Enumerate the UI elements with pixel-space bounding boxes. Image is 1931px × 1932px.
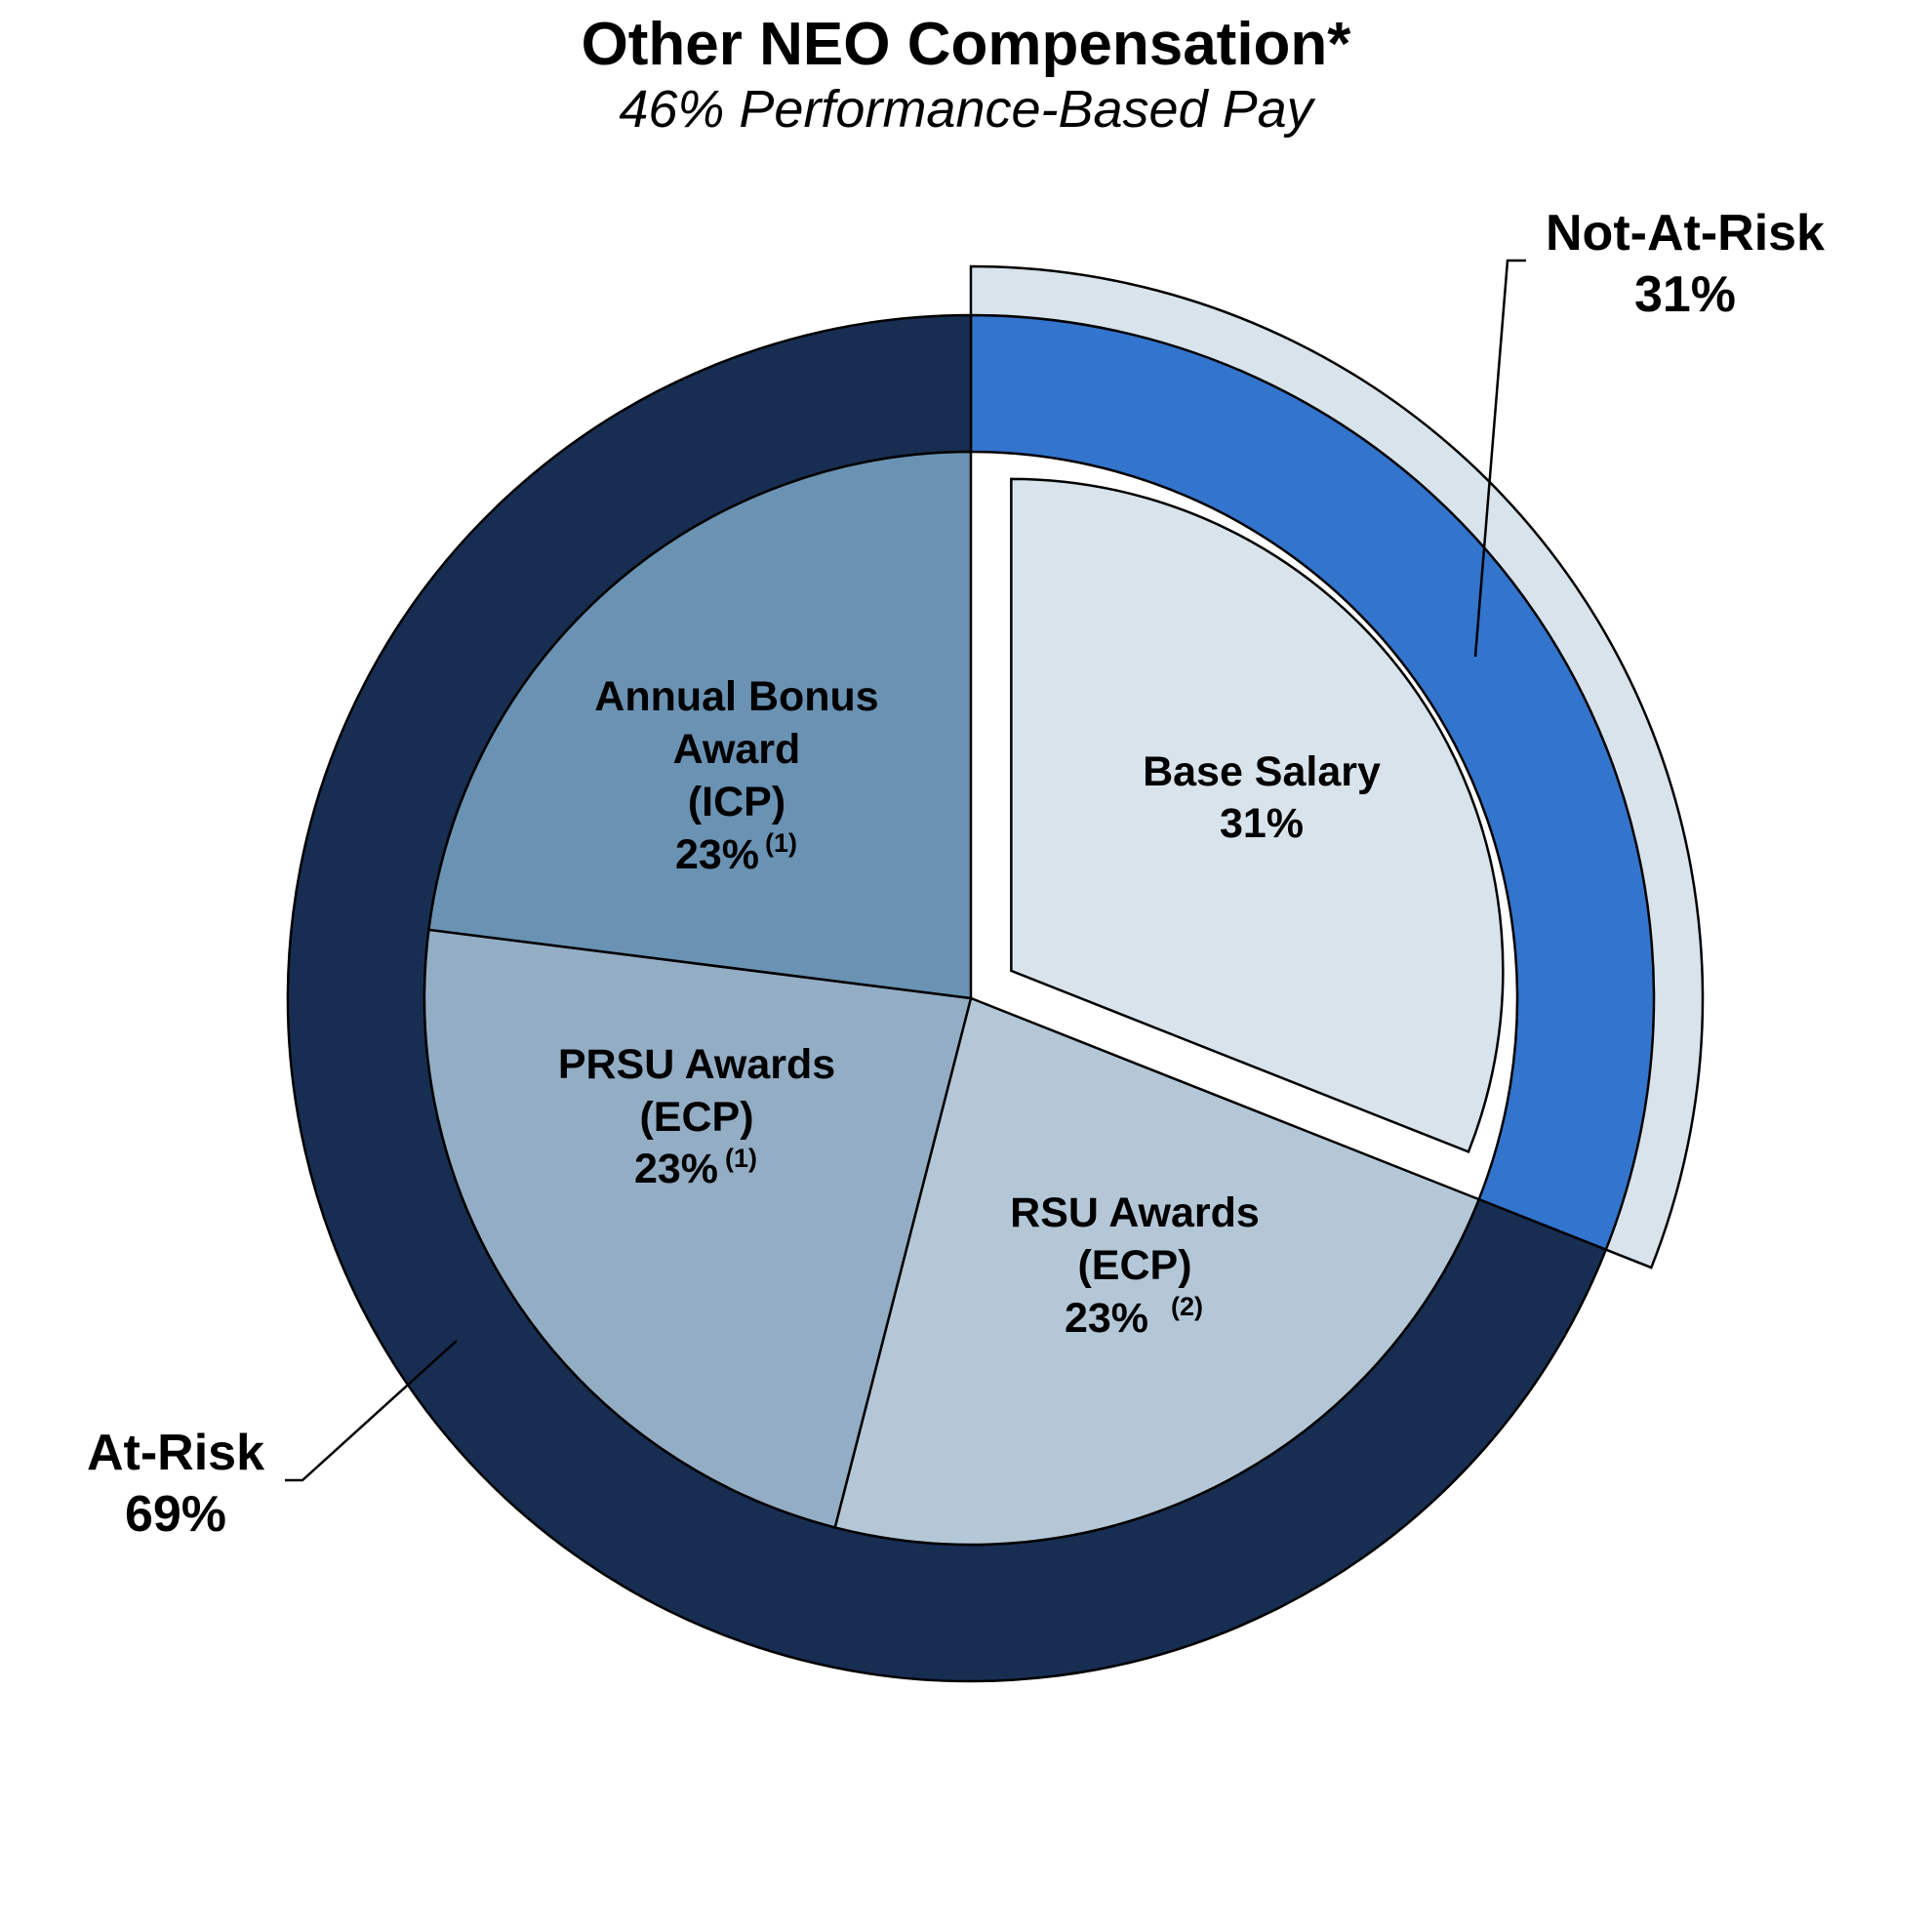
annual-bonus-name-line2: Award bbox=[673, 726, 801, 773]
slice-base-salary bbox=[1010, 477, 1505, 1154]
not-at-risk-leader-line bbox=[1473, 259, 1526, 658]
at-risk-callout: At-Risk 69% bbox=[87, 1340, 458, 1543]
rsu-awards-footnote: (2) bbox=[1171, 1292, 1203, 1321]
pie-slices bbox=[422, 450, 1505, 1547]
base-salary-value: 31% bbox=[1220, 800, 1304, 847]
chart-subtitle: 46% Performance-Based Pay bbox=[619, 80, 1315, 139]
prsu-awards-label: PRSU Awards (ECP) 23% (1) bbox=[558, 1041, 835, 1192]
base-salary-label: Base Salary 31% bbox=[1143, 748, 1381, 847]
rsu-awards-name: RSU Awards bbox=[1010, 1189, 1260, 1236]
prsu-awards-value: 23% bbox=[634, 1146, 718, 1192]
slice-rsu-awards-ecp bbox=[833, 996, 1481, 1547]
annual-bonus-name-line1: Annual Bonus bbox=[594, 673, 878, 720]
annual-bonus-label: Annual Bonus Award (ICP) 23% (1) bbox=[594, 673, 878, 878]
at-risk-value: 69% bbox=[125, 1486, 226, 1543]
not-at-risk-value: 31% bbox=[1634, 266, 1736, 323]
prsu-awards-footnote: (1) bbox=[725, 1144, 757, 1173]
rsu-awards-label: RSU Awards (ECP) 23% (2) bbox=[1010, 1189, 1260, 1342]
base-salary-name: Base Salary bbox=[1143, 748, 1381, 795]
rsu-awards-value: 23% bbox=[1065, 1295, 1148, 1342]
prsu-awards-plan: (ECP) bbox=[639, 1094, 753, 1141]
annual-bonus-footnote: (1) bbox=[765, 828, 797, 858]
annual-bonus-value: 23% bbox=[675, 831, 759, 878]
not-at-risk-callout: Not-At-Risk 31% bbox=[1473, 205, 1825, 658]
at-risk-leader-line bbox=[285, 1340, 458, 1482]
rsu-awards-plan: (ECP) bbox=[1077, 1242, 1191, 1289]
slice-annual-bonus-award-icp bbox=[427, 450, 973, 1000]
annual-bonus-plan: (ICP) bbox=[688, 779, 785, 825]
chart-title: Other NEO Compensation* bbox=[582, 11, 1352, 78]
prsu-awards-name: PRSU Awards bbox=[558, 1041, 835, 1088]
slice-prsu-awards-ecp bbox=[422, 928, 973, 1529]
at-risk-name: At-Risk bbox=[87, 1425, 264, 1481]
not-at-risk-name: Not-At-Risk bbox=[1546, 205, 1825, 262]
